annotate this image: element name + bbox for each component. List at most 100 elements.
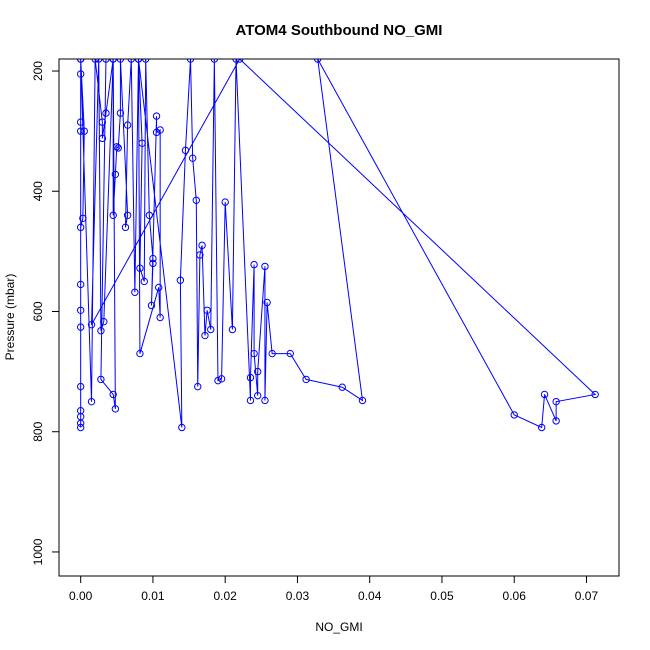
- data-point: [97, 327, 105, 335]
- y-tick-label: 1000: [31, 538, 45, 565]
- data-point: [79, 214, 87, 223]
- data-point: [210, 59, 219, 63]
- data-point: [136, 264, 144, 272]
- data-point: [109, 390, 117, 399]
- x-axis: 0.00 0.01 0.02 0.03 0.04 0.05 0.06 0.07: [69, 575, 599, 603]
- plot-frame: [58, 58, 620, 577]
- data-point: [198, 241, 206, 250]
- data-point: [121, 223, 130, 232]
- data-point: [155, 283, 163, 292]
- data-point: [100, 318, 108, 326]
- data-point: [214, 376, 222, 385]
- x-axis-label: NO_GMI: [315, 620, 362, 634]
- data-point: [235, 59, 244, 63]
- data-point: [207, 325, 215, 334]
- x-tick-label: 0.02: [214, 589, 238, 603]
- chart-title: ATOM4 Southbound NO_GMI: [236, 22, 443, 39]
- data-point: [97, 375, 105, 384]
- x-tick-label: 0.06: [503, 589, 527, 603]
- data-point: [114, 144, 122, 152]
- data-point: [254, 367, 262, 376]
- data-point: [76, 59, 85, 63]
- data-point: [152, 112, 161, 120]
- data-point: [145, 211, 154, 220]
- x-tick-label: 0.05: [430, 589, 454, 603]
- data-point: [116, 59, 125, 63]
- data-point: [116, 109, 125, 117]
- data-point: [98, 118, 107, 126]
- y-tick-label: 600: [31, 301, 45, 321]
- data-point: [286, 349, 294, 358]
- data-point: [149, 254, 157, 263]
- data-point: [196, 251, 204, 259]
- data-point: [76, 323, 85, 331]
- data-point: [246, 373, 255, 382]
- data-point: [127, 59, 135, 63]
- data-point: [123, 211, 132, 220]
- data-point: [217, 375, 226, 383]
- data-point: [540, 390, 549, 399]
- data-point: [142, 59, 150, 63]
- data-point: [149, 259, 157, 268]
- data-point: [80, 127, 88, 135]
- data-point: [338, 383, 346, 391]
- y-tick-label: 200: [31, 61, 45, 81]
- data-point: [87, 397, 96, 406]
- data-point: [268, 349, 276, 358]
- data-point: [138, 139, 146, 147]
- x-tick-label: 0.00: [69, 589, 93, 603]
- data-point: [192, 196, 200, 204]
- data-point: [76, 419, 85, 427]
- y-tick-label: 800: [31, 421, 45, 441]
- x-tick-label: 0.03: [286, 589, 310, 603]
- data-point: [261, 262, 269, 271]
- data-point: [221, 198, 229, 206]
- data-point: [254, 391, 262, 400]
- data-point: [113, 143, 121, 151]
- data-point: [109, 211, 117, 220]
- data-point: [123, 121, 132, 129]
- data-point: [111, 405, 120, 413]
- y-tick-label: 400: [31, 181, 45, 201]
- data-point: [147, 301, 156, 310]
- data-point: [181, 146, 190, 155]
- data-point: [510, 411, 518, 419]
- data-point: [76, 118, 85, 126]
- data-point: [194, 382, 202, 391]
- y-axis-label: Pressure (mbar): [3, 274, 17, 361]
- data-point: [136, 349, 144, 358]
- data-point: [76, 382, 85, 391]
- data-point: [111, 170, 120, 179]
- data-point: [140, 277, 148, 286]
- data-point: [228, 325, 237, 334]
- data-point: [156, 126, 164, 134]
- data-point: [246, 396, 255, 405]
- data-point: [109, 59, 117, 63]
- data-point: [98, 134, 107, 143]
- data-point: [261, 396, 269, 405]
- data-point: [76, 127, 85, 135]
- data-point: [263, 298, 271, 307]
- data-point: [188, 154, 197, 162]
- x-tick-label: 0.07: [575, 589, 599, 603]
- data-point: [537, 423, 546, 432]
- data-point: [302, 375, 310, 384]
- data-point: [176, 276, 185, 284]
- data-point: [102, 109, 110, 117]
- data-point: [358, 396, 367, 405]
- x-tick-label: 0.01: [141, 589, 165, 603]
- data-point: [76, 280, 85, 289]
- data-point: [313, 59, 322, 63]
- data-point: [87, 321, 96, 329]
- data-point: [95, 59, 103, 63]
- y-axis: 200 400 600 800 1000: [31, 61, 60, 565]
- data-point: [203, 306, 211, 314]
- plot-layer: [76, 59, 599, 432]
- data-point: [186, 59, 195, 63]
- x-tick-label: 0.04: [358, 589, 382, 603]
- data-point: [250, 349, 258, 358]
- data-point: [156, 313, 164, 322]
- data-point: [76, 423, 85, 432]
- data-point: [591, 390, 599, 399]
